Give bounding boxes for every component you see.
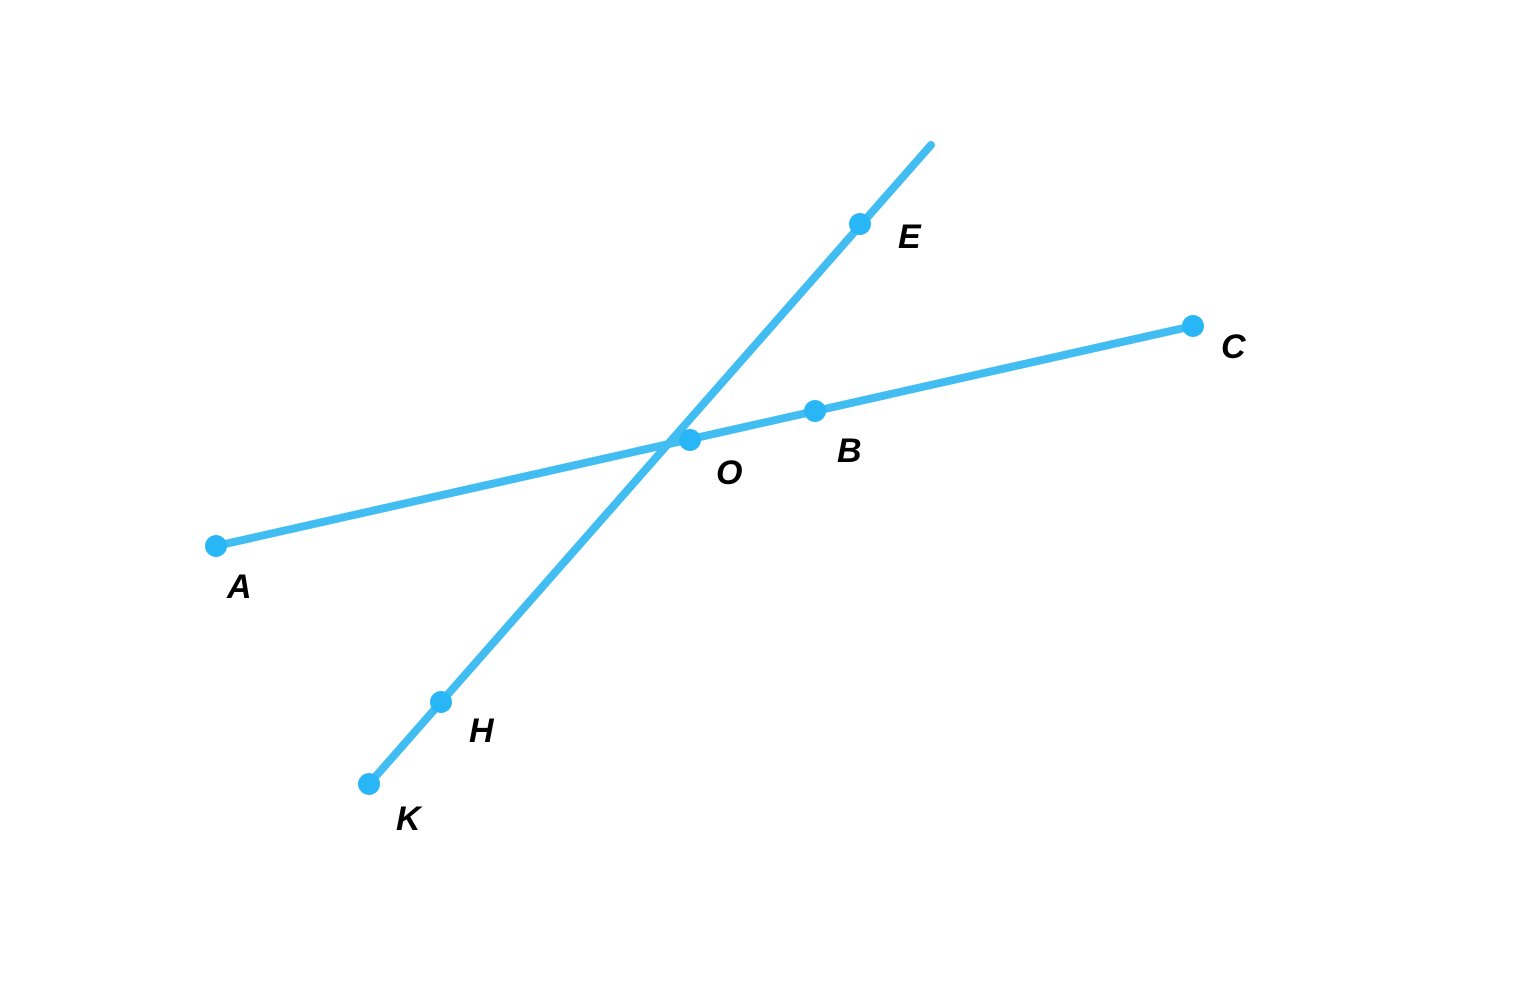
point-A xyxy=(205,535,227,557)
label-E: E xyxy=(898,218,921,257)
point-H xyxy=(430,691,452,713)
label-B: B xyxy=(837,432,862,471)
label-H: H xyxy=(469,712,494,751)
line-AC xyxy=(216,326,1193,546)
label-A: A xyxy=(227,568,252,607)
diagram-canvas xyxy=(0,0,1536,999)
geometry-diagram: A O B C E H K xyxy=(0,0,1536,999)
label-C: C xyxy=(1221,328,1246,367)
point-E xyxy=(849,213,871,235)
point-B xyxy=(804,400,826,422)
point-C xyxy=(1182,315,1204,337)
point-K xyxy=(358,773,380,795)
point-O xyxy=(679,429,701,451)
label-K: K xyxy=(396,800,421,839)
label-O: O xyxy=(716,454,742,493)
